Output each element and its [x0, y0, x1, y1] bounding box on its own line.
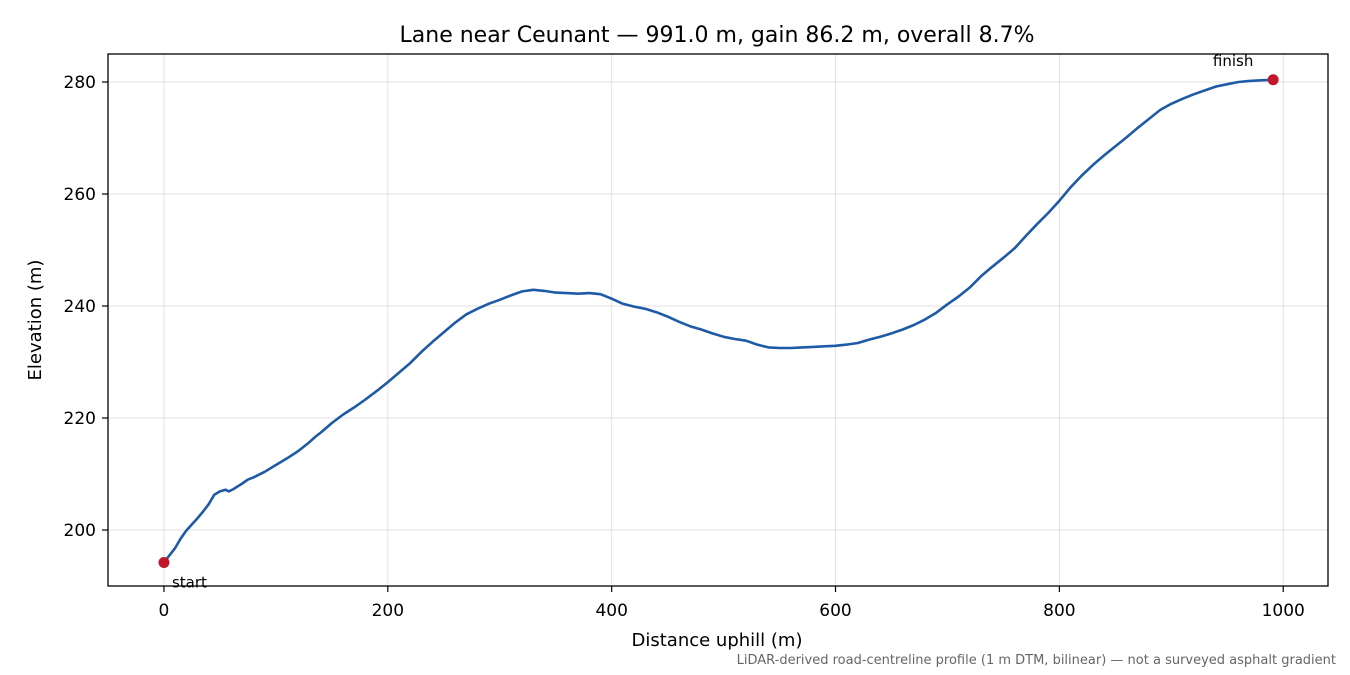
plot-frame [107, 53, 1329, 587]
x-tick-label: 1000 [1262, 601, 1305, 621]
y-tick-label: 200 [64, 521, 96, 541]
chart-title: Lane near Ceunant — 991.0 m, gain 86.2 m… [400, 23, 1035, 48]
x-tick-label: 0 [159, 601, 170, 621]
y-tick-label: 260 [64, 185, 96, 205]
start-marker [158, 556, 170, 568]
x-tick-label: 200 [372, 601, 404, 621]
x-tick-label: 400 [595, 601, 627, 621]
y-axis-label: Elevation (m) [25, 260, 46, 381]
x-axis-label: Distance uphill (m) [632, 630, 803, 651]
start-label: start [172, 573, 207, 591]
x-tick-label: 800 [1043, 601, 1075, 621]
grid [108, 54, 1328, 586]
y-tick-label: 220 [64, 409, 96, 429]
footnote: LiDAR-derived road-centreline profile (1… [737, 653, 1336, 668]
y-tick-label: 240 [64, 297, 96, 317]
y-tick-label: 280 [64, 73, 96, 93]
finish-label: finish [1213, 52, 1253, 70]
axis-ticks: 0 200 400 600 800 1000 200 220 240 260 280 [64, 73, 1305, 621]
finish-marker [1267, 74, 1279, 86]
elevation-line [162, 78, 1274, 564]
x-tick-label: 600 [819, 601, 851, 621]
